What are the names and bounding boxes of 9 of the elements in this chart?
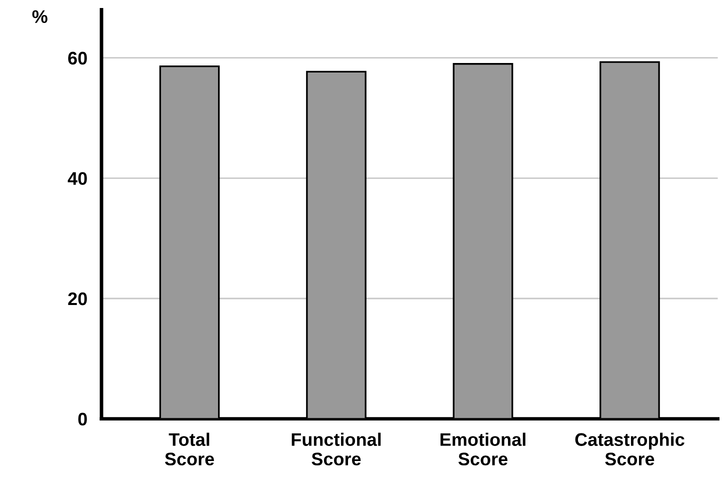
x-tick-label: Functional Score <box>292 432 381 466</box>
x-tick-label: Total Score <box>164 432 214 466</box>
x-tick-label: Emotional Score <box>440 432 526 466</box>
y-tick-label: 40 <box>68 172 87 185</box>
y-tick-label: 0 <box>78 412 87 426</box>
x-tick-label: Catastrophic Score <box>575 432 684 466</box>
y-tick-label: 60 <box>68 52 87 65</box>
y-tick-label: 20 <box>68 292 87 306</box>
y-axis-title: % <box>32 10 48 23</box>
